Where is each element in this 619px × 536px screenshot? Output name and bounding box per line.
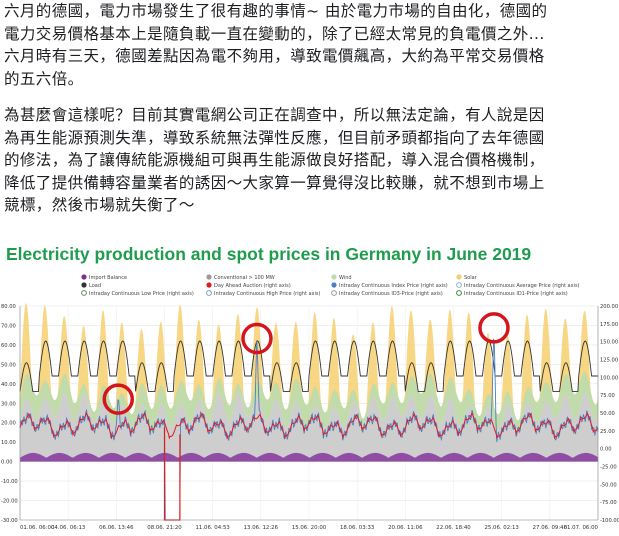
post-paragraph-1: 六月的德國，電力市場發生了很有趣的事情~ 由於電力市場的自由化，德國的 電力交易…	[4, 0, 614, 90]
x-tick-label: 01.07. 06:00	[564, 525, 599, 531]
right-tick-label: -75.00	[600, 500, 617, 506]
legend-label: Solar	[464, 275, 478, 281]
left-tick-label: 0.00	[1, 460, 13, 466]
chart-title: Electricity production and spot prices i…	[6, 244, 532, 264]
x-tick-label: 15.06. 20:00	[292, 525, 327, 531]
right-tick-label: 50.00	[600, 411, 615, 417]
x-tick-label: 01.06. 06:00	[20, 525, 55, 531]
right-tick-label: 25.00	[600, 429, 615, 435]
x-tick-label: 27.06. 09:46	[533, 525, 568, 531]
x-tick-label: 11.06. 04:53	[195, 525, 229, 531]
right-tick-label: 125.00	[600, 358, 618, 364]
right-tick-label: 200.00	[600, 304, 618, 310]
legend-swatch	[331, 290, 337, 296]
intraday-index-line	[19, 338, 599, 521]
legend-swatch	[456, 290, 462, 296]
right-tick-label: 100.00	[600, 375, 618, 381]
right-tick-label: 175.00	[600, 322, 618, 328]
x-tick-label: 06.06. 13:46	[99, 525, 134, 531]
legend-label: Intraday Continuous Average Price (right…	[464, 283, 580, 289]
post-line: 的五六倍。	[4, 69, 84, 88]
left-tick-label: 80.00	[1, 304, 16, 310]
post-line: 為甚麼會這樣呢？目前其實電網公司正在調查中，所以無法定論，有人說是因	[4, 106, 545, 124]
highlight-circle	[478, 312, 510, 344]
legend-swatch	[331, 282, 337, 288]
legend-label: Import Balance	[89, 275, 127, 281]
left-tick-label: -20.00	[1, 499, 18, 505]
left-tick-label: -30.00	[1, 518, 18, 524]
left-tick-label: 70.00	[1, 323, 16, 329]
left-tick-label: 50.00	[1, 362, 16, 368]
x-tick-label: 08.06. 21:20	[147, 525, 182, 531]
legend-label: Load	[89, 283, 101, 289]
post-line: 六月的德國，電力市場發生了很有趣的事情~ 由於電力市場的自由化，德國的	[4, 2, 548, 20]
right-tick-label: -50.00	[600, 482, 617, 488]
post-line: 的修法，為了讓傳統能源機組可與再生能源做良好搭配，導入混合價格機制，	[4, 151, 545, 169]
post-line: 降低了提供備轉容量業者的誘因～大家算一算覺得沒比較賺，就不想到市場上	[4, 173, 545, 192]
legend-swatch	[81, 290, 87, 296]
left-tick-label: -10.00	[1, 479, 18, 485]
legend-swatch	[206, 282, 212, 288]
legend-swatch	[456, 274, 462, 280]
left-tick-label: 30.00	[1, 401, 16, 407]
legend-swatch	[206, 274, 212, 280]
wind-area	[20, 371, 598, 433]
highlight-circle	[241, 322, 273, 355]
legend-swatch	[456, 282, 462, 288]
x-tick-label: 18.06. 03:33	[340, 525, 374, 531]
legend-label: Day Ahead Auction (right axis)	[214, 283, 291, 289]
chart-image[interactable]: Import Balance Conventional > 100 MW Wind S…	[0, 270, 619, 532]
legend-swatch	[81, 274, 87, 280]
day-ahead-line	[19, 412, 599, 440]
right-tick-label: -25.00	[600, 465, 617, 471]
x-tick-label: 13.06. 12:26	[244, 525, 279, 531]
left-tick-label: 60.00	[1, 343, 16, 349]
legend-label: Intraday Continuous ID1-Price (right axi…	[464, 291, 568, 297]
left-tick-label: 20.00	[1, 421, 16, 427]
legend-label: Wind	[339, 275, 352, 281]
post-line: 電力交易價格基本上是隨負載一直在變動的，除了已經太常見的負電價之外...	[4, 24, 545, 43]
left-tick-label: 40.00	[1, 382, 16, 388]
x-tick-label: 22.06. 18:40	[436, 525, 471, 531]
right-tick-label: 150.00	[600, 340, 618, 346]
load-line	[19, 340, 598, 392]
legend-label: Intraday Continuous High Price (right ax…	[214, 291, 321, 297]
legend-label: Intraday Continuous Low Price (right axi…	[89, 291, 194, 297]
x-tick-label: 20.06. 11:06	[388, 525, 423, 531]
legend-label: Intraday Continuous ID3-Price (right axi…	[339, 291, 443, 297]
x-tick-label: 04.06. 06:13	[51, 525, 85, 531]
right-tick-label: 0.00	[600, 447, 612, 453]
legend-swatch	[206, 290, 212, 296]
left-tick-label: 10.00	[1, 440, 16, 446]
post-line: 競標，然後市場就失衡了～	[4, 196, 195, 214]
legend-swatch	[81, 282, 87, 288]
post-paragraph-2: 為甚麼會這樣呢？目前其實電網公司正在調查中，所以無法定論，有人說是因 為再生能源…	[4, 104, 614, 217]
post-line: 為再生能源預測失準，導致系統無法彈性反應，但目前矛頭都指向了去年德國	[4, 128, 545, 147]
post-text: 六月的德國，電力市場發生了很有趣的事情~ 由於電力市場的自由化，德國的 電力交易…	[4, 0, 614, 217]
legend-label: Conventional > 100 MW	[214, 275, 275, 281]
legend-swatch	[331, 274, 337, 280]
right-tick-label: 75.00	[600, 393, 615, 399]
chart-svg: Import Balance Conventional > 100 MW Wind S…	[1, 274, 619, 531]
post-line: 六月時有三天，德國差點因為電不夠用，導致電價飆高，大約為平常交易價格	[4, 47, 545, 65]
x-tick-label: 25.06. 02:13	[484, 525, 518, 531]
right-tick-label: -100.00	[600, 518, 619, 524]
highlight-circle	[102, 383, 135, 415]
legend-label: Intraday Continuous Index Price (right a…	[339, 283, 448, 289]
